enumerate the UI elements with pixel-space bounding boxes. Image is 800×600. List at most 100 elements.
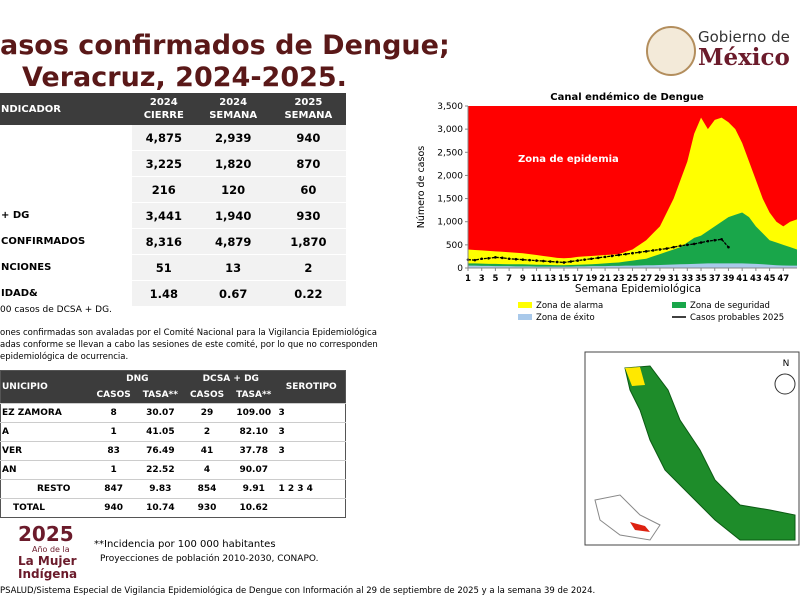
cell: 1 2 3 4	[277, 479, 346, 499]
cell: 3	[277, 441, 346, 461]
row: RESTO 847 9.83 854 9.91 1 2 3 4	[0, 479, 346, 499]
cell: 51	[132, 254, 196, 281]
cases-point	[699, 241, 703, 244]
cases-point	[480, 257, 484, 261]
row: 216 120 60	[0, 176, 346, 203]
legend-label: Casos probables 2025	[690, 313, 784, 323]
header-cell: 2024 CIERRE	[132, 93, 196, 125]
legend-swatch	[672, 302, 686, 308]
seal	[646, 26, 696, 76]
x-tick-label: 1	[465, 274, 471, 284]
cell: 1	[90, 460, 137, 480]
y-tick-label: 0	[457, 264, 463, 274]
note: Proyecciones de población 2010-2030, CON…	[100, 554, 319, 564]
cell: 940	[90, 498, 137, 518]
cell: 216	[132, 176, 196, 203]
row-label	[0, 176, 132, 203]
x-tick-label: 15	[558, 274, 570, 284]
row-label: VER	[0, 441, 91, 461]
cases-point	[583, 258, 586, 261]
cases-point	[494, 256, 497, 259]
cell: 13	[195, 254, 271, 281]
x-tick-label: 37	[709, 274, 721, 284]
x-tick-label: 21	[599, 274, 611, 284]
cell: 4,879	[195, 228, 271, 255]
cases-point	[507, 257, 511, 261]
y-tick-label: 3,500	[437, 102, 463, 112]
cases-point	[603, 255, 607, 259]
x-tick-label: 19	[585, 274, 597, 284]
cases-point	[500, 256, 504, 260]
cell: 10.74	[136, 498, 185, 518]
header-cell: 2025 SEMANA	[270, 93, 346, 125]
cases-point	[665, 247, 669, 250]
cell: 3	[277, 422, 346, 442]
header-year: 2025	[294, 97, 323, 108]
chart-title: Canal endémico de Dengue	[550, 91, 704, 103]
row-label: + DG	[0, 202, 132, 229]
cases-point	[562, 261, 566, 264]
cell: 930	[270, 202, 346, 229]
header-cell: UNICIPIO	[0, 370, 91, 404]
x-tick-label: 35	[695, 274, 707, 284]
row-label: A	[0, 422, 91, 442]
header-cell: NDICADOR	[0, 93, 132, 125]
cell: 29	[184, 403, 231, 423]
legend-label: Zona de alarma	[536, 301, 603, 311]
cell: 1,870	[270, 228, 346, 255]
legend-label: Zona de éxito	[536, 312, 595, 323]
legend-swatch	[518, 302, 532, 308]
logo-text: Año de la	[32, 545, 70, 554]
x-tick-label: 43	[750, 274, 762, 284]
cases-point	[644, 250, 648, 253]
cell: 30.07	[136, 403, 185, 423]
x-tick-label: 23	[613, 274, 625, 284]
cases-point	[487, 256, 490, 260]
cell: 3,225	[132, 150, 196, 177]
logo-year: 2025	[18, 522, 74, 546]
cell: 847	[90, 479, 137, 499]
cell: 1.48	[132, 280, 196, 307]
row: CONFIRMADOS 8,316 4,879 1,870	[0, 228, 346, 255]
cases-point	[713, 238, 717, 242]
cell: 4	[184, 460, 231, 480]
header-label: SEMANA	[284, 110, 333, 121]
cell: 60	[270, 176, 346, 203]
x-tick-label: 29	[654, 274, 666, 284]
cases-point	[569, 260, 573, 263]
row-label	[0, 150, 132, 177]
cell: 2	[270, 254, 346, 281]
x-axis-label: Semana Epidemiológica	[575, 283, 701, 295]
cases-point	[548, 260, 552, 263]
row: TOTAL 940 10.74 930 10.62	[0, 498, 346, 518]
x-tick-label: 45	[764, 274, 776, 284]
y-axis-label: Número de casos	[416, 146, 427, 228]
x-tick-label: 13	[544, 274, 556, 284]
header-cell: SEROTIPO	[277, 370, 346, 404]
legend-swatch	[518, 314, 532, 320]
map-state	[624, 365, 796, 541]
cell: 940	[270, 125, 346, 151]
header-cell: TASA**	[230, 387, 278, 404]
paragraph-line: epidemiológica de ocurrencia.	[0, 352, 129, 362]
cases-point	[596, 256, 600, 260]
cases-point	[727, 245, 730, 249]
cases-point	[555, 260, 559, 264]
header-cell: CASOS	[184, 387, 231, 404]
cases-point	[651, 249, 655, 252]
header-cell: 2024 SEMANA	[195, 93, 271, 125]
row-label: RESTO	[0, 479, 91, 499]
cases-point	[617, 253, 621, 257]
x-tick-label: 7	[506, 274, 512, 284]
cell: 854	[184, 479, 231, 499]
cell: 9.91	[230, 479, 278, 499]
x-tick-label: 47	[777, 274, 789, 284]
row: A 1 41.05 2 82.10 3	[0, 422, 346, 442]
row-label: CONFIRMADOS	[0, 228, 132, 255]
cell: 1,940	[195, 202, 271, 229]
municipios-table: UNICIPIO DNG DCSA + DG SEROTIPO CASOS TASA**…	[0, 370, 346, 518]
cases-point	[576, 259, 579, 262]
header-cell: DNG	[90, 370, 185, 387]
header-year: 2024	[149, 97, 178, 108]
